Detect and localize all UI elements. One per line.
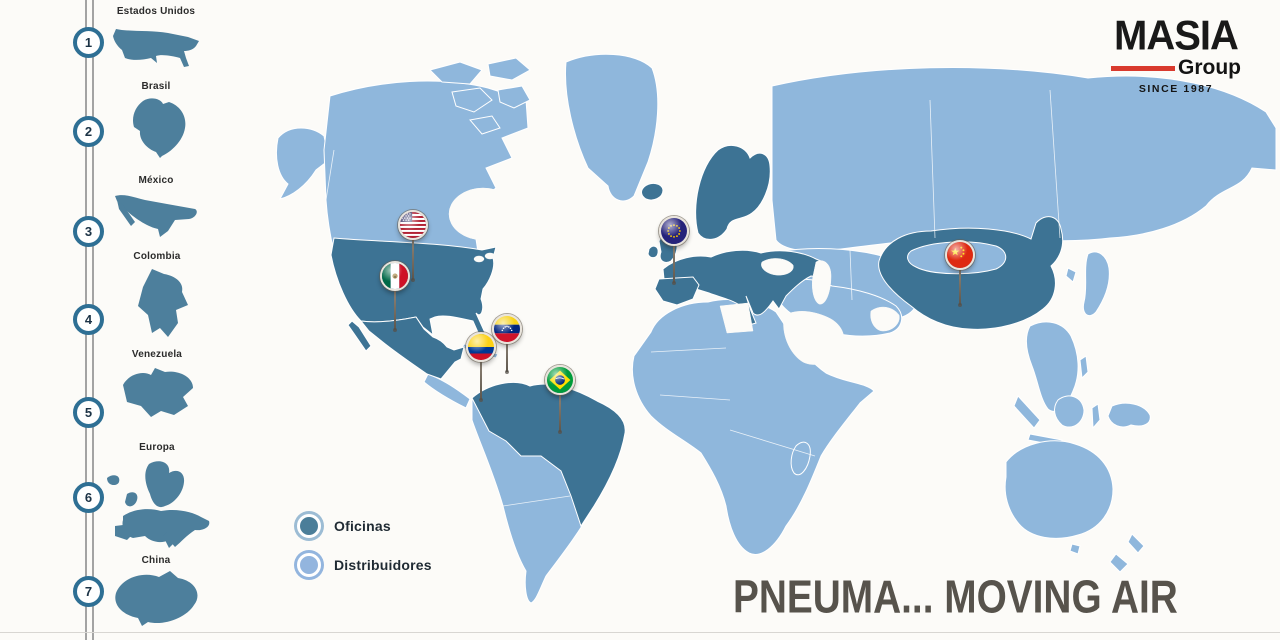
- country-label: Colombia: [133, 251, 181, 262]
- us-flag-icon: [398, 210, 428, 240]
- china-silhouette-icon: [114, 571, 197, 626]
- sidebar-item-colombia: Colombia: [122, 251, 192, 343]
- country-label: Venezuela: [131, 349, 183, 360]
- sidebar-item-europa: Europa: [94, 442, 220, 549]
- step-badge-4: 4: [73, 304, 104, 335]
- office-swatch-icon: [297, 514, 321, 538]
- step-badge-2: 2: [73, 116, 104, 147]
- pin-estados-unidos: [398, 210, 428, 282]
- pin-stick: [958, 264, 962, 307]
- pin-europa: [659, 216, 689, 285]
- china-flag-icon: [945, 240, 975, 270]
- step-badge-7: 7: [73, 576, 104, 607]
- pin-stick: [672, 240, 676, 285]
- step-number: 3: [84, 224, 93, 239]
- masia-group-logo: MASIA Group SINCE 1987: [1098, 13, 1254, 95]
- pin-mexico: [380, 261, 410, 332]
- step-number: 2: [84, 124, 93, 139]
- step-number: 4: [84, 312, 93, 327]
- venezuela-silhouette-icon: [123, 368, 193, 417]
- step-number: 6: [84, 490, 93, 505]
- brazil-silhouette-icon: [133, 98, 186, 158]
- distributor-swatch-icon: [297, 553, 321, 577]
- legend-label: Distribuidores: [334, 557, 432, 573]
- country-label: Europa: [139, 442, 175, 453]
- world-map: [275, 53, 1277, 604]
- logo-brand-text: MASIA: [1114, 13, 1239, 59]
- venezuela-flag-icon: [492, 314, 522, 344]
- usa-silhouette-icon: [113, 29, 199, 67]
- pin-china: [945, 240, 975, 307]
- colombia-silhouette-icon: [138, 269, 188, 337]
- logo-group-text: Group: [1178, 56, 1241, 79]
- pin-stick: [393, 285, 397, 332]
- tagline: PNEUMA... MOVING AIR: [733, 572, 1178, 623]
- map-legend: Oficinas Distribuidores: [297, 513, 432, 591]
- sidebar-item-venezuela: Venezuela: [112, 349, 202, 423]
- europe-silhouette-icon: [107, 461, 210, 548]
- sidebar-item-estados-unidos: Estados Unidos: [104, 6, 208, 74]
- colombia-flag-icon: [466, 332, 496, 362]
- step-badge-5: 5: [73, 397, 104, 428]
- country-label: México: [138, 175, 174, 186]
- legend-item-distribuidores: Distribuidores: [297, 552, 432, 578]
- country-label: Estados Unidos: [116, 6, 196, 17]
- legend-item-oficinas: Oficinas: [297, 513, 432, 539]
- pin-stick: [411, 234, 415, 282]
- step-number: 7: [84, 584, 93, 599]
- step-badge-1: 1: [73, 27, 104, 58]
- country-label: Brasil: [141, 81, 171, 92]
- legend-label: Oficinas: [334, 518, 391, 534]
- pin-venezuela: [492, 314, 522, 374]
- pin-stick: [558, 389, 562, 434]
- eu-flag-icon: [659, 216, 689, 246]
- brazil-flag-icon: [545, 365, 575, 395]
- step-badge-6: 6: [73, 482, 104, 513]
- mexico-silhouette-icon: [115, 195, 197, 237]
- step-badge-3: 3: [73, 216, 104, 247]
- logo-since-text: SINCE 1987: [1138, 83, 1214, 95]
- pin-colombia: [466, 332, 496, 402]
- red-underline: [1111, 65, 1175, 71]
- mexico-flag-icon: [380, 261, 410, 291]
- pin-brasil: [545, 365, 575, 434]
- sidebar-item-china: China: [100, 555, 212, 627]
- bottom-border: [0, 632, 1280, 633]
- pin-stick: [479, 356, 483, 402]
- step-number: 1: [84, 35, 93, 50]
- pin-stick: [505, 338, 509, 374]
- country-label: China: [141, 555, 171, 566]
- step-number: 5: [84, 405, 93, 420]
- sidebar-item-brasil: Brasil: [118, 81, 194, 159]
- sidebar-item-mexico: México: [106, 175, 206, 243]
